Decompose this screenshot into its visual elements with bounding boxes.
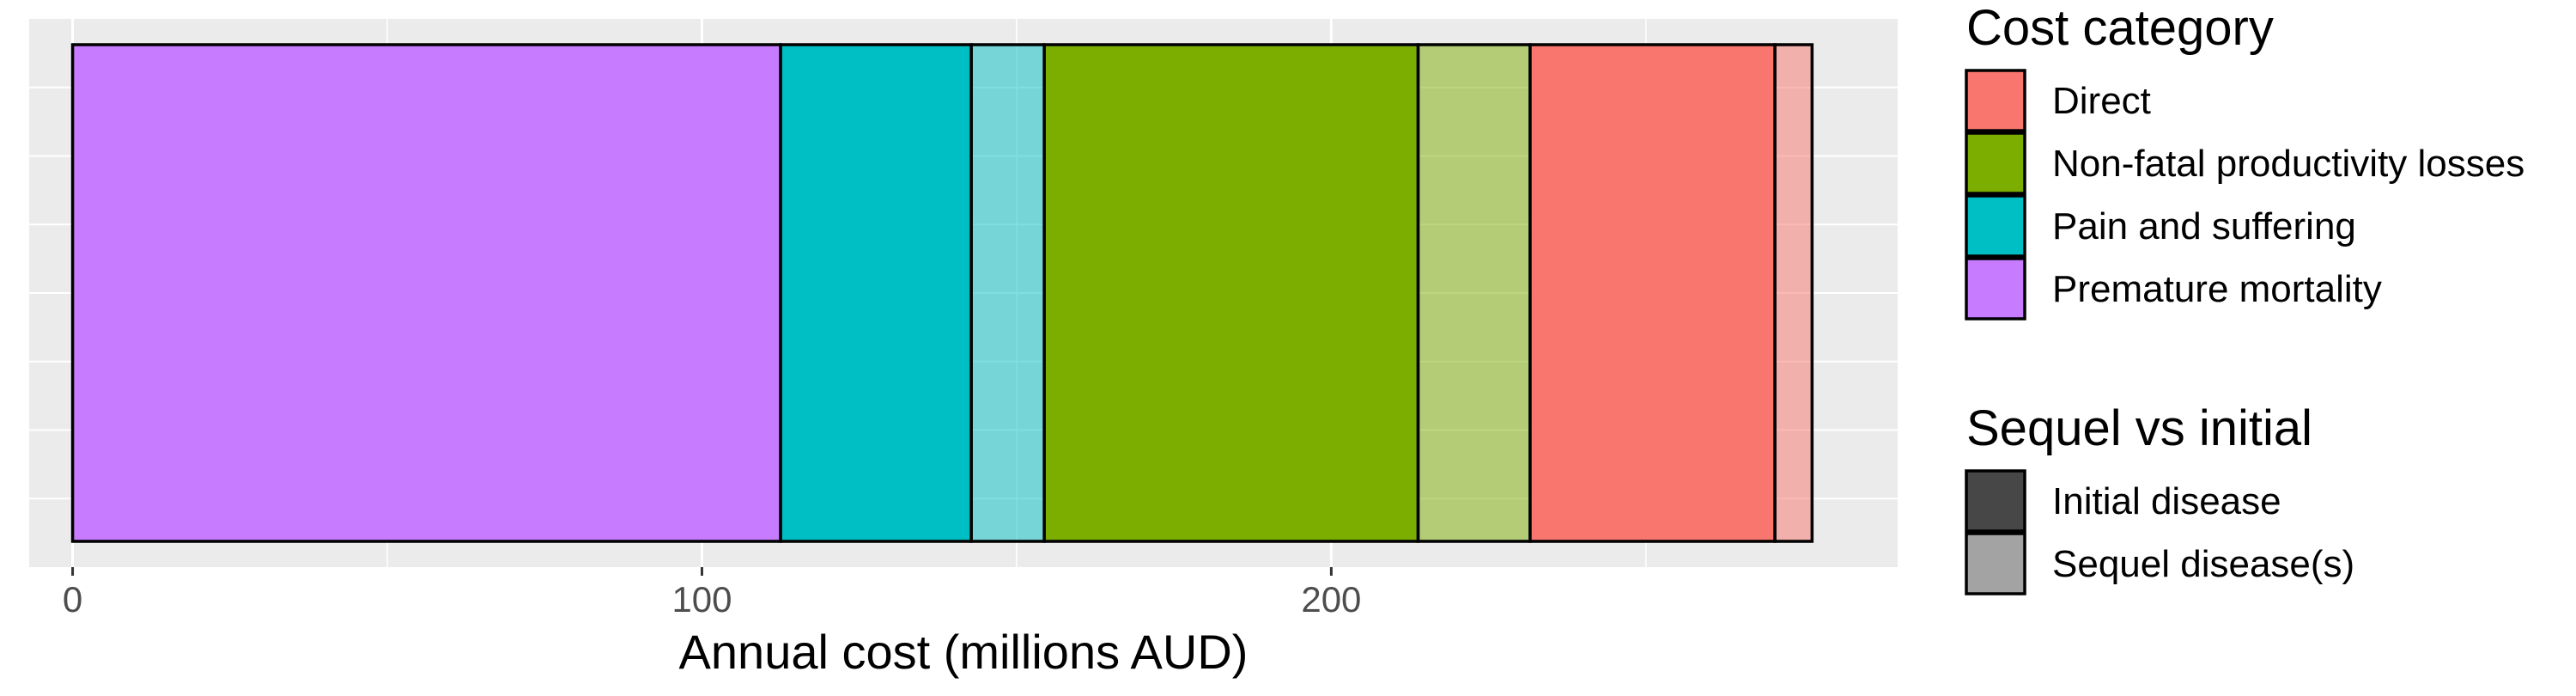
bar-segment [1773, 43, 1814, 543]
bar-segment [1416, 43, 1532, 543]
legends: Cost category Direct Non-fatal productivit… [1965, 0, 2524, 595]
legend-key [1965, 532, 2026, 595]
stacked-bar [70, 43, 1814, 543]
legend-label: Premature mortality [2052, 268, 2382, 310]
bar-segment [779, 43, 973, 543]
bar-segment [969, 43, 1046, 543]
legend-label: Initial disease [2052, 480, 2281, 522]
x-tick-label: 200 [1301, 579, 1361, 620]
legend-label: Direct [2052, 80, 2151, 122]
x-tick-label: 0 [63, 579, 82, 620]
legend-key [1965, 194, 2026, 258]
legend-key [1965, 257, 2026, 321]
legend-title: Sequel vs initial [1966, 400, 2312, 456]
legend-label: Sequel disease(s) [2052, 543, 2354, 585]
bar-segment [1528, 43, 1777, 543]
legend-key [1965, 69, 2026, 132]
legend-label: Non-fatal productivity losses [2052, 143, 2524, 185]
bar-segment [70, 43, 782, 543]
legend-key [1965, 469, 2026, 533]
legend-key [1965, 131, 2026, 195]
x-tick-label: 100 [671, 579, 732, 620]
x-axis-title: Annual cost (millions AUD) [679, 625, 1249, 679]
x-axis: 0 100 200 [63, 567, 1361, 620]
legend-label: Pain and suffering [2052, 205, 2356, 247]
bar-segment [1042, 43, 1420, 543]
legend-title: Cost category [1966, 0, 2274, 56]
